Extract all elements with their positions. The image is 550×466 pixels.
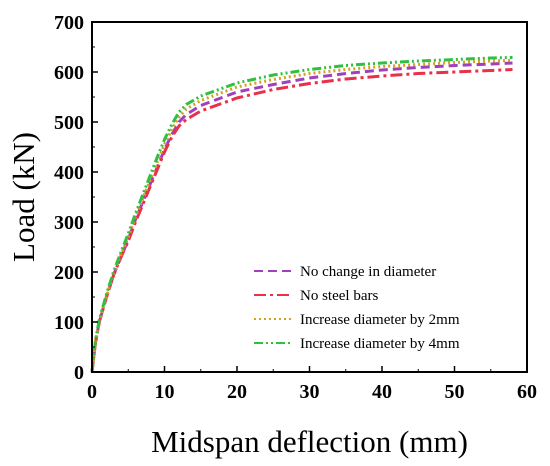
series-line-4: [90, 56, 513, 373]
x-tick-label: 30: [300, 381, 320, 403]
y-tick-label: 400: [54, 162, 84, 184]
y-tick-label: 600: [54, 62, 84, 84]
x-tick-label: 10: [155, 381, 175, 403]
y-tick-label: 200: [54, 262, 84, 284]
legend-label: No change in diameter: [300, 264, 436, 280]
plot-lines: [90, 56, 513, 373]
legend-label: Increase diameter by 2mm: [300, 312, 460, 328]
y-axis-ticks: 0 100 200 300 400 500 600 700: [54, 12, 98, 384]
legend-label: No steel bars: [300, 288, 378, 304]
legend-label: Increase diameter by 4mm: [300, 336, 460, 352]
x-tick-label: 50: [445, 381, 465, 403]
x-tick-label: 0: [87, 381, 97, 403]
y-tick-label: 300: [54, 212, 84, 234]
y-tick-label: 500: [54, 112, 84, 134]
y-tick-label: 100: [54, 312, 84, 334]
y-axis-title: Load (kN): [6, 132, 41, 262]
x-tick-label: 40: [372, 381, 392, 403]
x-tick-label: 60: [517, 381, 537, 403]
x-axis-ticks: 0 10 20 30 40 50 60: [87, 366, 537, 403]
x-tick-label: 20: [227, 381, 247, 403]
x-axis-title: Midspan deflection (mm): [151, 424, 468, 459]
legend: No change in diameter No steel bars Increa…: [254, 264, 460, 352]
y-tick-label: 0: [74, 362, 84, 384]
y-tick-label: 700: [54, 12, 84, 34]
